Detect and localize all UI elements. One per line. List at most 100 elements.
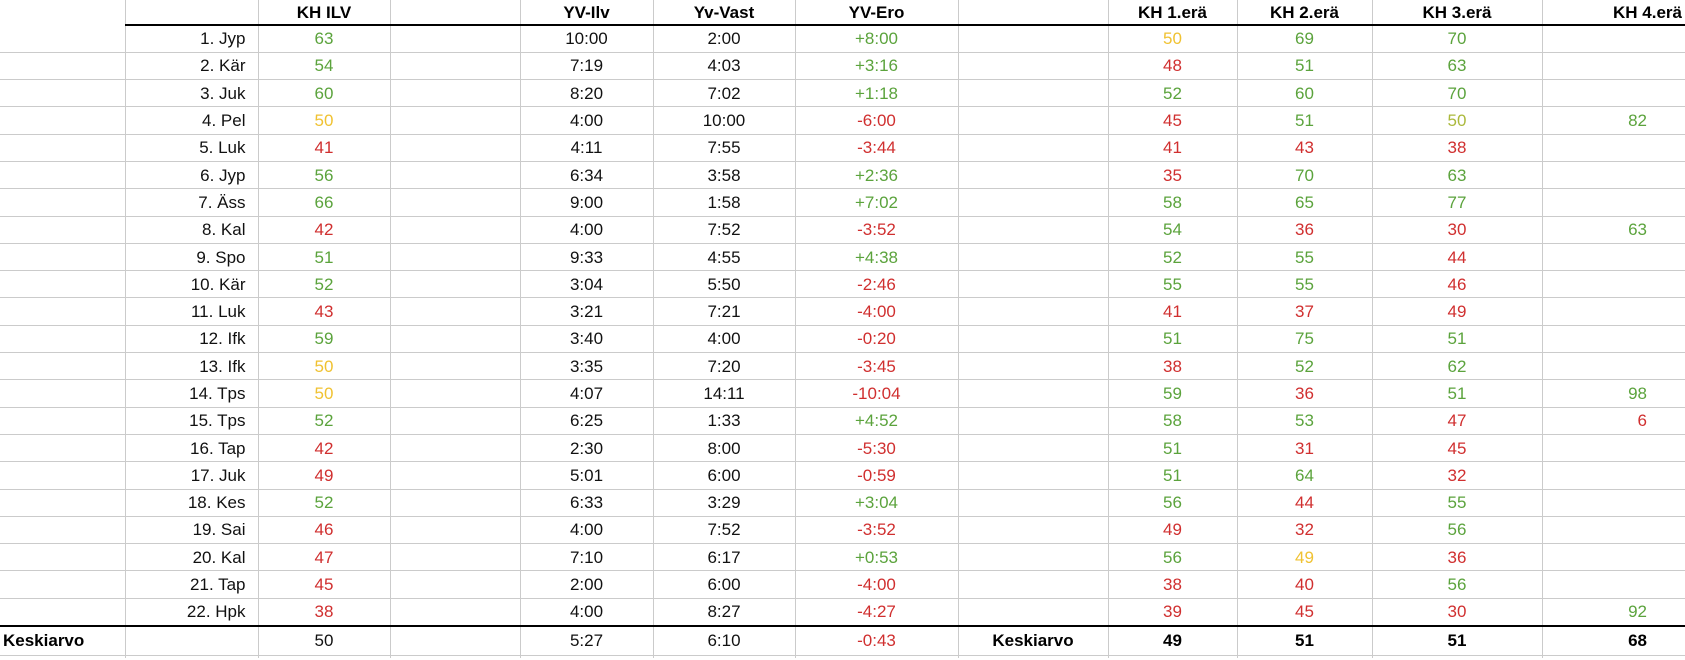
cell-rank-spacer[interactable]	[0, 134, 126, 162]
cell-kh-era2[interactable]: 37	[1237, 297, 1373, 326]
cell-kh-era1[interactable]	[1108, 655, 1238, 658]
cell-kh-era4[interactable]	[1542, 270, 1685, 299]
cell-kh-era3[interactable]: 32	[1372, 461, 1543, 490]
cell-kh-era3[interactable]: 55	[1372, 489, 1543, 517]
cell-rank-spacer[interactable]	[0, 106, 126, 135]
cell-spacer-h[interactable]: Keskiarvo	[958, 624, 1109, 657]
cell-kh-era2[interactable]: 55	[1237, 270, 1373, 299]
cell-kh-era4[interactable]: 98	[1542, 379, 1685, 408]
cell-yv-ero[interactable]: -3:45	[795, 352, 959, 381]
cell-kh-ilv[interactable]: 47	[258, 543, 391, 572]
cell-yv-vast[interactable]: 6:00	[653, 461, 796, 490]
cell-kh-era4[interactable]	[1542, 434, 1685, 463]
cell-kh-era2[interactable]: 75	[1237, 325, 1373, 354]
header-blank-h[interactable]	[958, 0, 1109, 26]
cell-spacer-d[interactable]	[390, 297, 521, 326]
cell-spacer-h[interactable]	[958, 434, 1109, 463]
cell-yv-ero[interactable]: -10:04	[795, 379, 959, 408]
cell-yv-ero[interactable]: -5:30	[795, 434, 959, 463]
cell-spacer-d[interactable]	[390, 243, 521, 272]
cell-rank-spacer[interactable]	[0, 598, 126, 627]
cell-yv-ilv[interactable]: 4:00	[520, 516, 654, 545]
cell-kh-era2[interactable]: 45	[1237, 598, 1373, 627]
cell-kh-era1[interactable]: 52	[1108, 243, 1238, 272]
cell-yv-vast[interactable]: 1:58	[653, 188, 796, 217]
cell-team-label[interactable]: 4. Pel	[125, 106, 259, 135]
cell-yv-ero[interactable]: -3:52	[795, 216, 959, 244]
cell-yv-vast[interactable]	[653, 655, 796, 658]
cell-yv-vast[interactable]: 7:52	[653, 516, 796, 545]
cell-spacer-d[interactable]	[390, 489, 521, 517]
cell-rank-spacer[interactable]	[0, 25, 126, 53]
cell-team-label[interactable]: 16. Tap	[125, 434, 259, 463]
header-kh-1era[interactable]: KH 1.erä	[1108, 0, 1238, 26]
cell-kh-era3[interactable]: 77	[1372, 188, 1543, 217]
cell-rank-spacer[interactable]	[0, 655, 126, 658]
cell-spacer-h[interactable]	[958, 379, 1109, 408]
cell-kh-era1[interactable]: 49	[1108, 624, 1238, 657]
header-team[interactable]	[125, 0, 259, 26]
cell-spacer-h[interactable]	[958, 106, 1109, 135]
cell-kh-era1[interactable]: 41	[1108, 134, 1238, 162]
cell-kh-era3[interactable]: 63	[1372, 52, 1543, 81]
cell-yv-ilv[interactable]: 9:33	[520, 243, 654, 272]
cell-kh-era1[interactable]: 51	[1108, 461, 1238, 490]
cell-yv-ero[interactable]: -2:46	[795, 270, 959, 299]
cell-kh-ilv[interactable]: 59	[258, 325, 391, 354]
cell-kh-era1[interactable]: 59	[1108, 379, 1238, 408]
cell-kh-era4[interactable]	[1542, 352, 1685, 381]
cell-kh-ilv[interactable]: 51	[258, 243, 391, 272]
cell-yv-vast[interactable]: 7:21	[653, 297, 796, 326]
cell-kh-era3[interactable]: 38	[1372, 134, 1543, 162]
cell-yv-ilv[interactable]: 10:00	[520, 25, 654, 53]
cell-kh-era2[interactable]: 51	[1237, 106, 1373, 135]
cell-yv-ero[interactable]: +2:36	[795, 161, 959, 190]
cell-kh-era4[interactable]	[1542, 188, 1685, 217]
cell-kh-ilv[interactable]: 54	[258, 52, 391, 81]
cell-rank-spacer[interactable]	[0, 407, 126, 435]
cell-team-label[interactable]: 21. Tap	[125, 570, 259, 599]
cell-rank-spacer[interactable]	[0, 243, 126, 272]
cell-yv-ilv[interactable]: 3:35	[520, 352, 654, 381]
cell-team-label[interactable]: 5. Luk	[125, 134, 259, 162]
cell-yv-vast[interactable]: 8:00	[653, 434, 796, 463]
cell-rank-spacer[interactable]: Keskiarvo	[0, 624, 126, 657]
cell-spacer-h[interactable]	[958, 598, 1109, 627]
cell-yv-ilv[interactable]: 6:25	[520, 407, 654, 435]
cell-yv-ilv[interactable]: 4:00	[520, 106, 654, 135]
cell-yv-ilv[interactable]: 2:00	[520, 570, 654, 599]
cell-kh-era1[interactable]: 38	[1108, 570, 1238, 599]
cell-kh-era4[interactable]	[1542, 297, 1685, 326]
cell-rank-spacer[interactable]	[0, 297, 126, 326]
cell-yv-ilv[interactable]: 7:19	[520, 52, 654, 81]
cell-yv-vast[interactable]: 6:00	[653, 570, 796, 599]
cell-kh-ilv[interactable]: 43	[258, 297, 391, 326]
cell-spacer-d[interactable]	[390, 188, 521, 217]
cell-spacer-d[interactable]	[390, 379, 521, 408]
cell-yv-ero[interactable]: +7:02	[795, 188, 959, 217]
cell-rank-spacer[interactable]	[0, 188, 126, 217]
cell-kh-era4[interactable]: 63	[1542, 216, 1685, 244]
cell-rank-spacer[interactable]	[0, 543, 126, 572]
cell-kh-era4[interactable]	[1542, 656, 1685, 658]
cell-kh-ilv[interactable]: 66	[258, 188, 391, 217]
cell-team-label[interactable]: 19. Sai	[125, 516, 259, 545]
cell-yv-ero[interactable]: -4:27	[795, 598, 959, 627]
cell-spacer-d[interactable]	[390, 461, 521, 490]
cell-rank-spacer[interactable]	[0, 434, 126, 463]
cell-spacer-d[interactable]	[390, 325, 521, 354]
cell-spacer-d[interactable]	[390, 624, 521, 657]
cell-spacer-h[interactable]	[958, 161, 1109, 190]
cell-spacer-d[interactable]	[390, 352, 521, 381]
cell-spacer-h[interactable]	[958, 243, 1109, 272]
cell-spacer-h[interactable]	[958, 543, 1109, 572]
cell-yv-ero[interactable]: +0:53	[795, 543, 959, 572]
cell-kh-era2[interactable]: 65	[1237, 188, 1373, 217]
cell-rank-spacer[interactable]	[0, 270, 126, 299]
cell-yv-vast[interactable]: 6:10	[653, 624, 796, 657]
cell-kh-era4[interactable]	[1542, 79, 1685, 108]
cell-kh-era4[interactable]: 68	[1542, 624, 1685, 657]
cell-kh-era2[interactable]: 51	[1237, 52, 1373, 81]
cell-spacer-h[interactable]	[958, 134, 1109, 162]
cell-kh-era2[interactable]	[1237, 655, 1373, 658]
